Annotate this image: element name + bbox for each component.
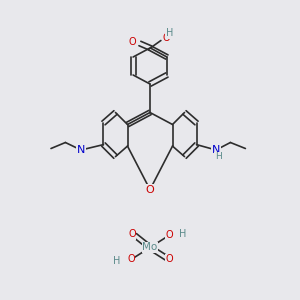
Text: H: H (113, 256, 121, 266)
Text: O: O (165, 230, 173, 241)
Text: Mo: Mo (142, 242, 158, 253)
Text: O: O (146, 184, 154, 195)
Text: O: O (128, 229, 136, 239)
Text: O: O (162, 33, 170, 43)
Text: O: O (166, 254, 173, 265)
Text: O: O (127, 254, 135, 265)
Text: O: O (129, 37, 136, 47)
Text: N: N (77, 145, 85, 155)
Text: N: N (212, 145, 220, 155)
Text: H: H (166, 28, 173, 38)
Text: H: H (179, 229, 187, 239)
Text: H: H (215, 152, 222, 161)
